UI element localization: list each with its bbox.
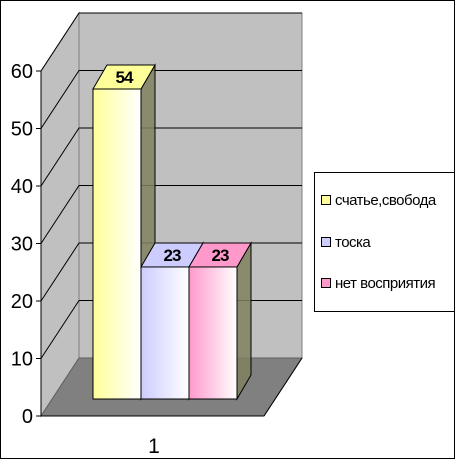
- floor-edge: [263, 357, 303, 417]
- bar-side-3: [236, 241, 252, 401]
- gridline: [40, 70, 302, 129]
- legend-label: нет восприятия: [335, 274, 436, 292]
- legend: счатье,свобода тоска нет восприятия: [314, 172, 455, 312]
- y-tick-label: 20: [11, 291, 33, 313]
- legend-item: счатье,свобода: [321, 190, 436, 210]
- y-tick-label: 60: [11, 61, 33, 83]
- legend-item: тоска: [321, 232, 371, 252]
- data-label-3: 23: [212, 246, 229, 265]
- legend-swatch: [321, 195, 331, 205]
- data-label-1: 54: [116, 68, 134, 87]
- y-tick-label: 50: [11, 119, 33, 141]
- bar-2: [140, 266, 190, 400]
- legend-label: тоска: [335, 233, 371, 251]
- legend-label: счатье,свобода: [335, 191, 436, 209]
- gridline: [40, 127, 302, 187]
- data-label-2: 23: [164, 246, 181, 265]
- bar-3: [188, 266, 238, 400]
- legend-swatch: [321, 278, 331, 288]
- y-tick-label: 10: [11, 349, 33, 371]
- gridline: [40, 12, 302, 72]
- y-tick-label: 30: [11, 234, 33, 256]
- gridline: [40, 185, 302, 244]
- legend-item: нет восприятия: [321, 273, 436, 293]
- bar-1: [92, 88, 142, 400]
- x-category-label: 1: [148, 435, 160, 458]
- legend-swatch: [321, 237, 331, 247]
- y-tick-label: 40: [11, 176, 33, 198]
- y-tick-label: 0: [22, 406, 33, 428]
